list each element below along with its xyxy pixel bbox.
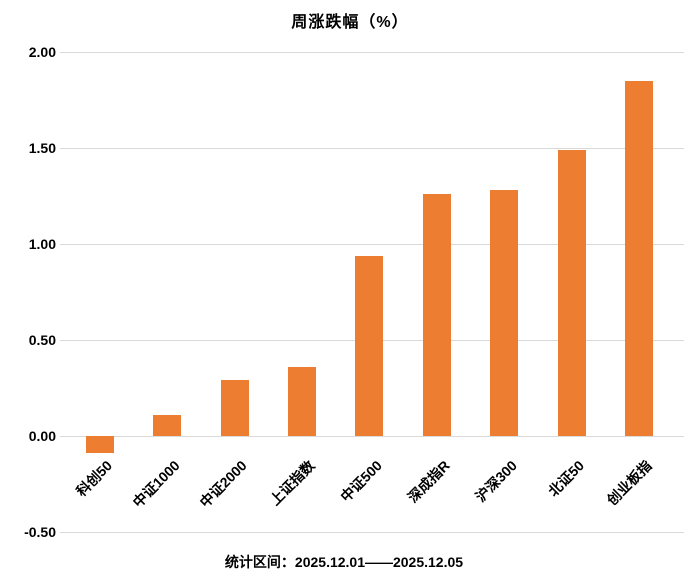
y-tick-label: 1.50 [28,140,56,156]
y-tick-label: 2.00 [28,44,56,60]
bar-创业板指 [624,80,653,436]
gridline [60,436,684,437]
y-tick-label: 0.50 [28,332,56,348]
bar-中证500 [355,255,384,436]
chart-caption: 统计区间：2025.12.01——2025.12.05 [224,554,464,570]
x-tick-label: 中证2000 [196,457,251,511]
y-tick-label: 1.00 [28,236,56,252]
y-tick-label: 0.00 [28,428,56,444]
chart-title: 周涨跌幅（%） [291,14,409,31]
gridline [60,532,684,533]
gridline [60,52,684,53]
bar-中证2000 [220,380,249,436]
x-tick-label: 深成指R [404,457,453,506]
bar-北证50 [557,149,586,436]
bar-上证指数 [287,366,316,436]
bar-沪深300 [490,190,519,436]
x-tick-label: 中证500 [337,457,385,505]
x-tick-label: 北证50 [544,457,588,500]
x-tick-label: 沪深300 [472,457,520,505]
bar-深成指R [422,194,451,436]
bar-中证1000 [153,414,182,436]
x-tick-label: 中证1000 [129,457,183,511]
gridline [60,148,684,149]
bar-科创50 [85,436,114,454]
x-tick-label: 科创50 [73,457,116,500]
x-tick-label: 上证指数 [266,457,318,509]
y-tick-label: -0.50 [24,524,56,540]
x-tick-label: 创业板指 [603,457,655,509]
gridline [60,244,684,245]
